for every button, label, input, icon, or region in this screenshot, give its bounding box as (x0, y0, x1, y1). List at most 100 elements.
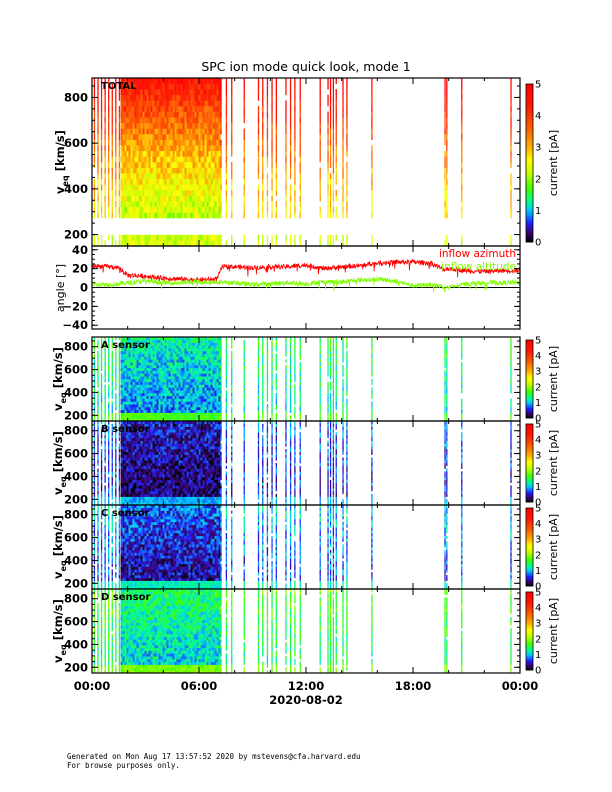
spectrogram-cell (176, 156, 179, 163)
spectrogram-cell (266, 173, 269, 180)
spectrogram-cell (257, 381, 260, 385)
spectrogram-cell (168, 409, 171, 413)
spectrogram-cell (196, 393, 199, 397)
spectrogram-cell (186, 78, 189, 84)
spectrogram-cell (275, 345, 277, 349)
spectrogram-cell (132, 234, 135, 241)
spectrogram-cell (335, 359, 337, 363)
spectrogram-cell (262, 167, 264, 174)
spectrogram-cell (186, 212, 189, 219)
spectrogram-cell (144, 111, 147, 118)
spectrogram-cell (212, 89, 215, 96)
colorbar-segment (526, 347, 533, 350)
spectrogram-cell (182, 362, 185, 366)
spectrogram-cell (220, 240, 222, 247)
spectrogram-cell (319, 387, 321, 391)
spectrogram-cell (158, 345, 161, 349)
spectrogram-cell (140, 384, 143, 388)
spectrogram-cell (104, 94, 106, 101)
spectrogram-cell (164, 111, 167, 118)
spectrogram-cell (136, 94, 139, 101)
spectrogram-cell (198, 407, 201, 411)
spectrogram-cell (335, 390, 337, 394)
spectrogram-cell (329, 128, 332, 135)
spectrogram-cell (108, 376, 110, 380)
spectrogram-cell (176, 398, 179, 402)
spectrogram-cell (271, 184, 273, 191)
spectrogram-cell (196, 111, 199, 118)
spectrogram-cell (204, 342, 207, 346)
spectrogram-cell (160, 415, 163, 419)
spectrogram-cell (319, 401, 321, 405)
spectrogram-cell (100, 111, 103, 118)
spectrogram-cell (319, 89, 321, 96)
spectrogram-cell (342, 348, 344, 352)
spectrogram-cell (172, 201, 175, 208)
spectrogram-cell (196, 353, 199, 357)
spectrogram-cell (138, 150, 141, 157)
spectrogram-cell (192, 359, 195, 363)
spectrogram-cell (104, 365, 106, 369)
spectrogram-cell (266, 150, 269, 157)
spectrogram-cell (93, 395, 96, 399)
spectrogram-cell (444, 356, 446, 360)
spectrogram-cell (176, 94, 179, 101)
spectrogram-cell (200, 100, 203, 107)
spectrogram-cell (510, 111, 512, 118)
spectrogram-cell (97, 407, 99, 411)
spectrogram-cell (170, 345, 173, 349)
spectrogram-cell (111, 376, 113, 380)
spectrogram-cell (208, 190, 211, 196)
spectrogram-cell (188, 362, 191, 366)
spectrogram-cell (122, 353, 125, 357)
spectrogram-cell (138, 356, 141, 360)
spectrogram-cell (97, 373, 99, 377)
spectrogram-cell (172, 145, 175, 152)
spectrogram-cell (218, 178, 221, 185)
spectrogram-cell (289, 376, 292, 380)
spectrogram-cell (266, 379, 269, 383)
spectrogram-cell (156, 373, 159, 377)
spectrogram-cell (118, 178, 121, 185)
spectrogram-cell (194, 337, 197, 341)
spectrogram-cell (128, 173, 131, 180)
spectrogram-cell (188, 351, 191, 355)
spectrogram-cell (134, 384, 137, 388)
spectrogram-cell (202, 381, 205, 385)
spectrogram-cell (192, 407, 195, 411)
spectrogram-cell (188, 212, 191, 219)
spectrogram-cell (342, 337, 344, 341)
spectrogram-cell (335, 111, 337, 118)
spectrogram-cell (202, 376, 205, 380)
spectrogram-cell (206, 412, 209, 416)
spectrogram-cell (150, 156, 153, 163)
spectrogram-cell (208, 83, 211, 90)
spectrogram-cell (196, 100, 199, 107)
spectrogram-cell (289, 387, 292, 391)
spectrogram-cell (124, 502, 127, 506)
spectrogram-cell (172, 122, 175, 129)
spectrogram-cell (294, 83, 296, 90)
spectrogram-cell (178, 89, 181, 96)
y-axis-label: veq [km/s] (53, 130, 70, 194)
spectrogram-cell (176, 106, 179, 112)
spectrogram-cell (196, 139, 199, 146)
spectrogram-cell (200, 390, 203, 394)
spectrogram-cell (210, 395, 213, 399)
spectrogram-cell (140, 398, 143, 402)
spectrogram-cell (154, 240, 157, 247)
spectrogram-cell (124, 356, 127, 360)
spectrogram-cell (154, 162, 157, 168)
spectrogram-cell (196, 206, 199, 213)
colorbar-segment (526, 157, 533, 161)
spectrogram-cell (156, 398, 159, 402)
spectrogram-cell (335, 106, 337, 112)
spectrogram-cell (124, 488, 127, 492)
spectrogram-cell (118, 373, 121, 377)
spectrogram-cell (285, 78, 287, 84)
spectrogram-cell (132, 117, 135, 124)
spectrogram-cell (192, 367, 195, 371)
spectrogram-cell (126, 128, 129, 135)
spectrogram-cell (371, 111, 373, 118)
spectrogram-cell (294, 342, 296, 346)
